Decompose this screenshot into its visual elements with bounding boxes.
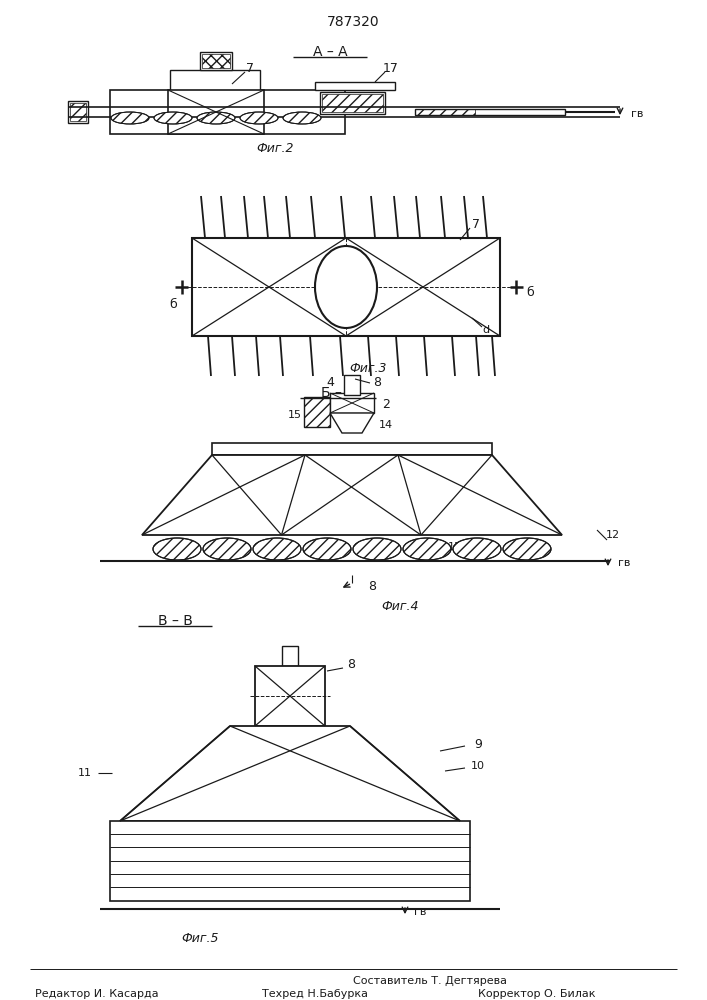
Ellipse shape [154, 112, 192, 124]
Text: Фиг.5: Фиг.5 [181, 932, 218, 946]
Text: гв: гв [414, 907, 426, 917]
Ellipse shape [203, 538, 251, 560]
Text: 13: 13 [448, 542, 462, 552]
Ellipse shape [240, 112, 278, 124]
Text: d: d [482, 325, 489, 335]
Text: Техред Н.Бабурка: Техред Н.Бабурка [262, 989, 368, 999]
Polygon shape [142, 455, 562, 535]
Text: Б – Б: Б – Б [320, 386, 356, 400]
Bar [344, 375, 360, 395]
Bar [415, 109, 565, 115]
Polygon shape [330, 413, 374, 433]
Bar [330, 393, 374, 413]
Text: 15: 15 [288, 410, 302, 420]
Ellipse shape [453, 538, 501, 560]
Text: 7: 7 [246, 62, 254, 76]
Ellipse shape [253, 538, 301, 560]
Text: Фиг.2: Фиг.2 [256, 141, 293, 154]
Bar [168, 90, 264, 134]
Text: 9: 9 [474, 738, 482, 750]
Bar [192, 238, 500, 336]
Text: б: б [526, 286, 534, 298]
Text: Фиг.4: Фиг.4 [381, 599, 419, 612]
Text: 12: 12 [606, 530, 620, 540]
Text: б: б [169, 298, 177, 312]
Bar [212, 443, 492, 455]
Bar [110, 90, 345, 134]
Bar [282, 646, 298, 666]
Ellipse shape [197, 112, 235, 124]
Text: Составитель Т. Дегтярева: Составитель Т. Дегтярева [353, 976, 507, 986]
Text: 8: 8 [368, 580, 376, 593]
Text: В – В: В – В [158, 614, 192, 628]
Text: 787320: 787320 [327, 15, 380, 29]
Bar [68, 101, 88, 123]
Text: 11: 11 [78, 768, 92, 778]
Polygon shape [120, 726, 460, 821]
Bar [322, 94, 383, 112]
Text: 17: 17 [383, 62, 399, 76]
Text: 4: 4 [326, 376, 334, 389]
Text: гв: гв [631, 109, 643, 119]
Bar [170, 70, 260, 92]
Bar [315, 82, 395, 90]
Ellipse shape [153, 538, 201, 560]
Text: 8: 8 [347, 658, 355, 670]
Bar [255, 666, 325, 726]
Text: 7: 7 [472, 218, 480, 231]
Text: 8: 8 [373, 375, 381, 388]
Text: 2: 2 [382, 398, 390, 412]
Bar [200, 52, 232, 70]
Ellipse shape [403, 538, 451, 560]
Ellipse shape [353, 538, 401, 560]
Bar [202, 54, 230, 68]
Text: 10: 10 [471, 761, 485, 771]
Text: Редактор И. Касарда: Редактор И. Касарда [35, 989, 158, 999]
Bar [70, 103, 86, 121]
Text: Корректор О. Билак: Корректор О. Билак [478, 989, 595, 999]
Bar [320, 92, 385, 114]
Ellipse shape [503, 538, 551, 560]
Ellipse shape [111, 112, 149, 124]
Text: А – А: А – А [312, 45, 347, 59]
Bar [415, 109, 475, 115]
Ellipse shape [315, 246, 377, 328]
Text: гв: гв [618, 558, 630, 568]
Text: 14: 14 [379, 420, 393, 430]
Bar [110, 821, 470, 901]
Text: Фиг.3: Фиг.3 [349, 361, 387, 374]
Ellipse shape [283, 112, 321, 124]
Bar [304, 397, 330, 427]
Ellipse shape [303, 538, 351, 560]
